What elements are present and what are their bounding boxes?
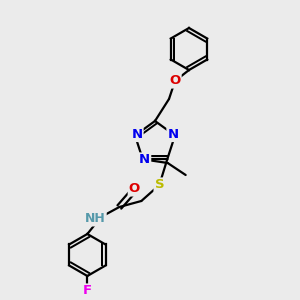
Text: F: F — [83, 284, 92, 298]
Text: N: N — [167, 128, 178, 141]
Text: O: O — [169, 74, 181, 88]
Text: N: N — [131, 128, 142, 141]
Text: S: S — [154, 178, 164, 191]
Text: O: O — [129, 182, 140, 196]
Text: NH: NH — [85, 212, 106, 226]
Text: N: N — [139, 154, 150, 166]
